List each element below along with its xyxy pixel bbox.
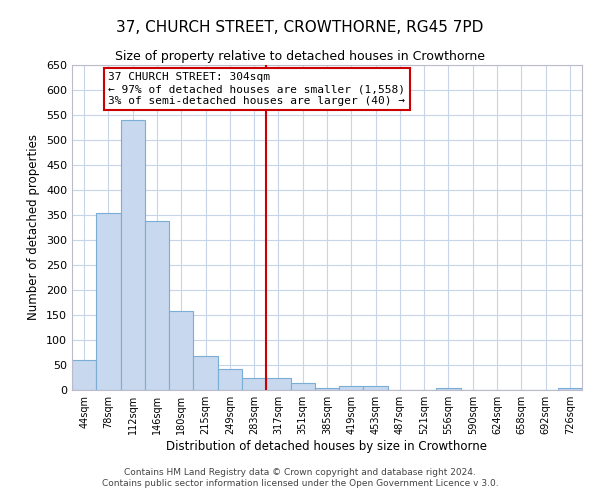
Bar xyxy=(242,378,266,390)
Bar xyxy=(121,120,145,390)
Bar xyxy=(145,221,169,390)
Y-axis label: Number of detached properties: Number of detached properties xyxy=(28,134,40,320)
Text: Contains HM Land Registry data © Crown copyright and database right 2024.
Contai: Contains HM Land Registry data © Crown c… xyxy=(101,468,499,487)
Bar xyxy=(96,212,121,390)
Bar xyxy=(193,356,218,390)
X-axis label: Distribution of detached houses by size in Crowthorne: Distribution of detached houses by size … xyxy=(167,440,487,453)
Bar xyxy=(558,388,582,390)
Bar xyxy=(266,378,290,390)
Bar xyxy=(290,382,315,390)
Text: 37 CHURCH STREET: 304sqm
← 97% of detached houses are smaller (1,558)
3% of semi: 37 CHURCH STREET: 304sqm ← 97% of detach… xyxy=(109,72,406,106)
Text: Size of property relative to detached houses in Crowthorne: Size of property relative to detached ho… xyxy=(115,50,485,63)
Bar xyxy=(339,386,364,390)
Bar xyxy=(169,311,193,390)
Bar xyxy=(218,369,242,390)
Text: 37, CHURCH STREET, CROWTHORNE, RG45 7PD: 37, CHURCH STREET, CROWTHORNE, RG45 7PD xyxy=(116,20,484,35)
Bar xyxy=(436,388,461,390)
Bar xyxy=(72,360,96,390)
Bar xyxy=(315,388,339,390)
Bar xyxy=(364,386,388,390)
